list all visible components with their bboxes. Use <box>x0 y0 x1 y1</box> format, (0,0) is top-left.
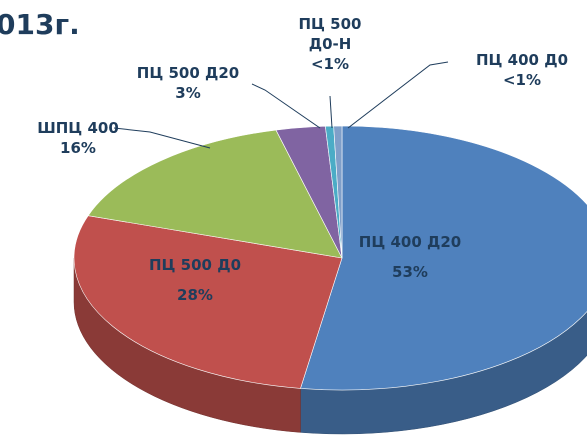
leader-line <box>113 127 211 149</box>
slice <box>300 125 587 391</box>
slice <box>87 129 343 259</box>
slice-label: ПЦ 500 Д0 <box>148 256 242 274</box>
slice-label: ШПЦ 400 <box>37 119 119 137</box>
slice <box>73 215 343 389</box>
slice-value-label: 16% <box>60 139 96 157</box>
chart-title: 013г. <box>0 8 80 41</box>
leader-line <box>329 95 333 129</box>
leader-line <box>347 61 449 129</box>
slice-value-label: 28% <box>177 286 213 304</box>
slice-value-label: 3% <box>175 84 201 102</box>
slice-label: ПЦ 500 Д20 <box>136 64 240 82</box>
slice-value-label: <1% <box>310 55 350 73</box>
slice-label: ПЦ 400 Д0 <box>475 51 569 69</box>
slice-value-label: 53% <box>392 263 428 281</box>
slice <box>333 125 343 259</box>
slice-label: ПЦ 500 Д0-Н <box>298 15 362 53</box>
slice-value-label: <1% <box>502 71 542 89</box>
slice-label: ПЦ 400 Д20 <box>358 233 462 251</box>
leader-line <box>251 83 321 129</box>
